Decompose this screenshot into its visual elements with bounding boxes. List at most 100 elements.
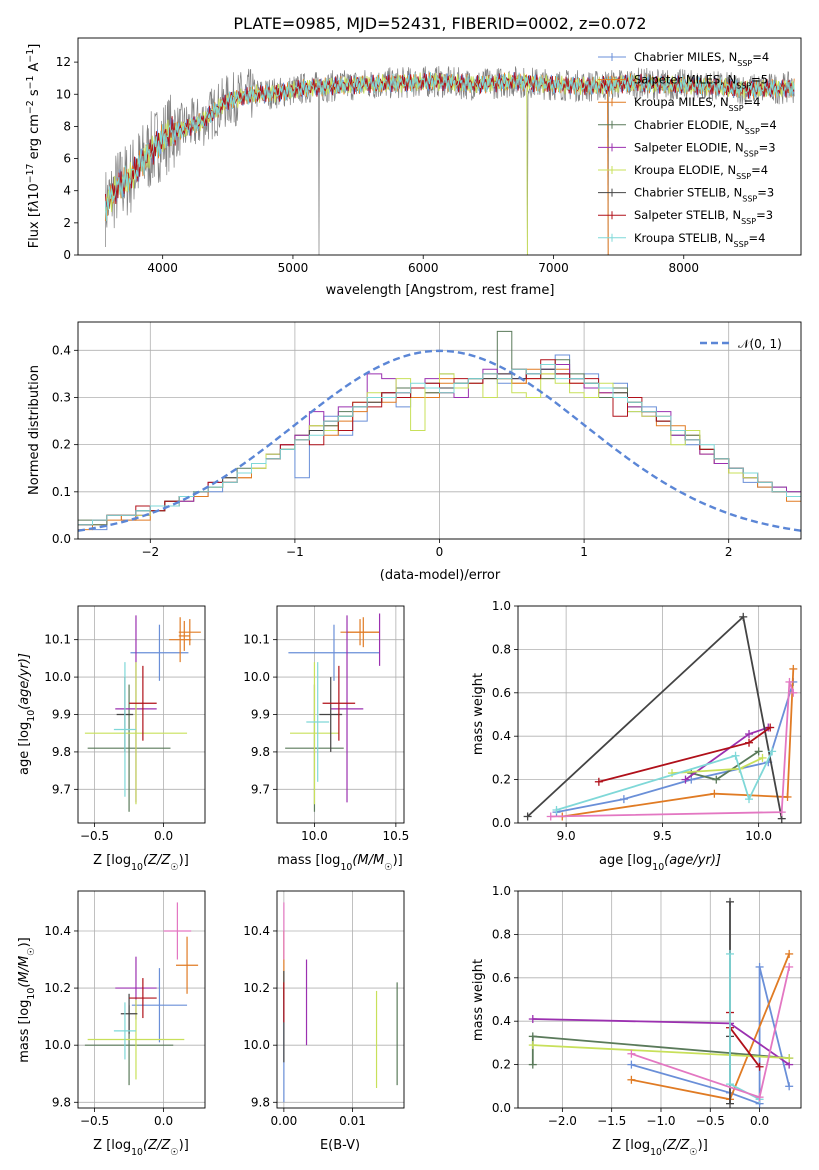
tick-label-x: 9.0 xyxy=(557,829,576,843)
age-vs-Z-points xyxy=(84,615,201,812)
tick-label-y: 0.1 xyxy=(52,485,71,499)
legend-label: Kroupa ELODIE, NSSP=4 xyxy=(634,163,768,181)
tick-label-y: 0.8 xyxy=(492,642,511,656)
tick-label-y: 1.0 xyxy=(492,884,511,898)
x-axis-label: Z [log10(Z/Z☉)] xyxy=(93,1138,189,1158)
y-axis-label-part: A xyxy=(27,62,42,75)
y-axis-label: mass [log10(M/M☉)] xyxy=(17,937,37,1063)
tick-label-x: 8000 xyxy=(668,261,699,275)
model-spectrum xyxy=(104,72,795,222)
mass-vs-Z-axes: −0.5 0.0 9.8 10.0 10.2 10.4 xyxy=(44,891,205,1128)
tick-label-y: 9.9 xyxy=(251,708,270,722)
y-axis-label-part: mass [log xyxy=(17,1000,32,1063)
legend-label: Salpeter ELODIE, NSSP=3 xyxy=(634,140,776,158)
residuals-axes: −2 −1 0 1 2 0.0 0.1 0.2 0.3 0.4 xyxy=(52,322,801,559)
tick-label-x: −2.0 xyxy=(548,1114,577,1128)
tick-label-x: 4000 xyxy=(147,261,178,275)
x-axis-label: age [log10(age/yr)] xyxy=(599,853,721,873)
tick-label-y: 9.8 xyxy=(251,745,270,759)
x-axis-label-part: ☉ xyxy=(170,862,178,873)
figure-title: PLATE=0985, MJD=52431, FIBERID=0002, z=0… xyxy=(233,14,646,33)
tick-label-y: 0 xyxy=(63,248,71,262)
y-axis-label-part: (age/yr)] xyxy=(17,653,32,710)
massweight-vs-Z-frame xyxy=(517,890,802,1109)
mass-vs-EBV-points xyxy=(283,902,398,1103)
x-axis-label-part: (Z/Z xyxy=(143,853,171,868)
tick-label-y: 0.0 xyxy=(492,816,511,830)
legend-label-base: Salpeter ELODIE, N xyxy=(634,140,744,154)
histogram-frame xyxy=(77,321,802,540)
tick-label-x: −1 xyxy=(286,545,304,559)
legend-label-sub: SSP xyxy=(741,217,756,226)
spectrum-frame xyxy=(77,37,802,256)
x-axis-label-part: ☉ xyxy=(170,1147,178,1158)
tick-label-x: 10.5 xyxy=(382,829,409,843)
legend-label-sub: SSP xyxy=(734,239,749,248)
age-vs-mass-frame xyxy=(276,605,405,824)
mass-vs-Z-points xyxy=(84,902,199,1086)
tick-label-y: 0.3 xyxy=(52,390,71,404)
tick-label-y: 0.2 xyxy=(492,1058,511,1072)
legend-label: Kroupa MILES, NSSP=4 xyxy=(634,95,760,113)
x-axis-label-part: (Z/Z xyxy=(143,1138,171,1153)
tick-label-y: 10 xyxy=(56,87,71,101)
observed-spectrum xyxy=(105,66,795,255)
y-axis-label-part: Flux [f xyxy=(27,207,42,248)
x-axis-label-part: 10 xyxy=(650,1147,662,1158)
tick-label-y: 10.1 xyxy=(44,633,71,647)
legend-label: Kroupa STELIB, NSSP=4 xyxy=(634,231,765,249)
y-axis-label-part: −1 xyxy=(25,76,36,90)
series-line xyxy=(550,681,795,818)
tick-label-y: 0.4 xyxy=(492,1014,511,1028)
legend-label-n: =3 xyxy=(757,186,774,200)
legend-label-n: =4 xyxy=(744,95,761,109)
x-axis-label: Z [log10(Z/Z☉)] xyxy=(612,1138,708,1158)
tick-label-x: −1.0 xyxy=(646,1114,675,1128)
tick-label-y: 10.4 xyxy=(243,924,270,938)
tick-label-x: −2 xyxy=(141,545,159,559)
legend-label-sub: SSP xyxy=(744,149,759,158)
x-axis-label-part: (M/M xyxy=(352,853,384,868)
series-line xyxy=(532,1044,790,1059)
legend-label-base: Kroupa STELIB, N xyxy=(634,231,734,245)
tick-label-y: 1.0 xyxy=(492,599,511,613)
tick-label-x: 1 xyxy=(580,545,588,559)
x-axis-label-part: age [log xyxy=(599,853,652,868)
legend-label-sub: SSP xyxy=(737,59,752,68)
tick-label-y: 10.2 xyxy=(44,981,71,995)
legend-label-base: Chabrier STELIB, N xyxy=(634,186,742,200)
legend-label: Salpeter STELIB, NSSP=3 xyxy=(634,208,773,226)
y-axis-label-part: erg cm xyxy=(27,114,42,163)
tick-label-y: 0.0 xyxy=(492,1101,511,1115)
tick-label-y: 10.0 xyxy=(243,670,270,684)
model-dip xyxy=(607,91,609,255)
x-axis-label-part: )] xyxy=(179,853,189,868)
x-axis-label-part: 10 xyxy=(131,1147,143,1158)
legend-label-sub: SSP xyxy=(736,81,751,90)
age-vs-Z-frame xyxy=(77,605,206,824)
tick-label-x: −0.5 xyxy=(80,829,109,843)
series-line xyxy=(556,681,795,813)
x-axis-label: (data-model)/error xyxy=(380,568,501,583)
legend-label-base: Salpeter STELIB, N xyxy=(634,208,741,222)
tick-label-y: 10.4 xyxy=(44,924,71,938)
y-axis-label-part: 10 xyxy=(26,710,37,722)
y-axis-label-part: )] xyxy=(17,937,32,947)
tick-label-x: 10.0 xyxy=(745,829,772,843)
tick-label-y: 10.0 xyxy=(44,1038,71,1052)
y-axis-label: Flux [fλ10−17 erg cm−2 s−1 A−1] xyxy=(25,44,43,249)
x-axis-label-part: Z [log xyxy=(93,1138,131,1153)
model-dip xyxy=(526,91,528,255)
series-line xyxy=(526,615,783,819)
y-axis-label: Normed distribution xyxy=(27,365,42,495)
tick-label-y: 0.6 xyxy=(492,971,511,985)
tick-label-y: 9.9 xyxy=(52,708,71,722)
x-axis-label-part: ☉ xyxy=(689,1147,697,1158)
tick-label-y: 0.6 xyxy=(492,686,511,700)
tick-label-x: 10.0 xyxy=(301,829,328,843)
massweight-vs-Z-lines xyxy=(528,897,794,1108)
legend-label-sub: SSP xyxy=(729,104,744,113)
y-axis-label-part: ☉ xyxy=(26,947,37,955)
y-axis-label-part: −17 xyxy=(25,163,36,183)
